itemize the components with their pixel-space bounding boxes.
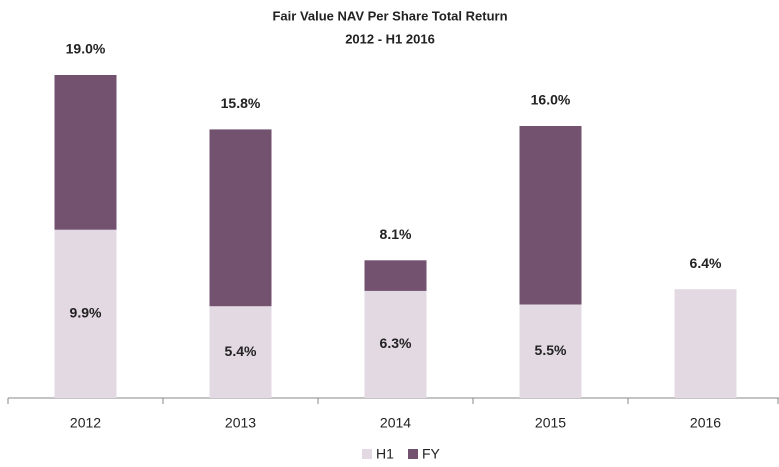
bar-h1 xyxy=(54,229,117,398)
x-tick-label: 2013 xyxy=(225,415,256,431)
data-label: 6.3% xyxy=(380,335,412,351)
chart-title: Fair Value NAV Per Share Total Return xyxy=(272,8,507,23)
x-tick-label: 2014 xyxy=(380,415,411,431)
data-label: 5.4% xyxy=(225,343,257,359)
chart-subtitle: 2012 - H1 2016 xyxy=(345,31,435,46)
bar-h1 xyxy=(519,304,582,398)
legend-swatch xyxy=(408,449,418,459)
data-label: 9.9% xyxy=(70,305,102,321)
data-label: 5.5% xyxy=(535,342,567,358)
x-tick-label: 2012 xyxy=(70,415,101,431)
bar-h1 xyxy=(209,306,272,398)
bar-h1 xyxy=(364,290,427,398)
bar-h1 xyxy=(674,289,737,398)
data-label: 15.8% xyxy=(221,95,261,111)
data-label: 19.0% xyxy=(66,41,106,57)
x-tick-label: 2015 xyxy=(535,415,566,431)
x-tick-label: 2016 xyxy=(690,415,721,431)
legend-label: H1 xyxy=(376,446,394,462)
legend-swatch xyxy=(362,449,372,459)
legend-label: FY xyxy=(422,446,441,462)
data-label: 8.1% xyxy=(380,226,412,242)
data-label: 6.4% xyxy=(690,255,722,271)
data-label: 16.0% xyxy=(531,92,571,108)
